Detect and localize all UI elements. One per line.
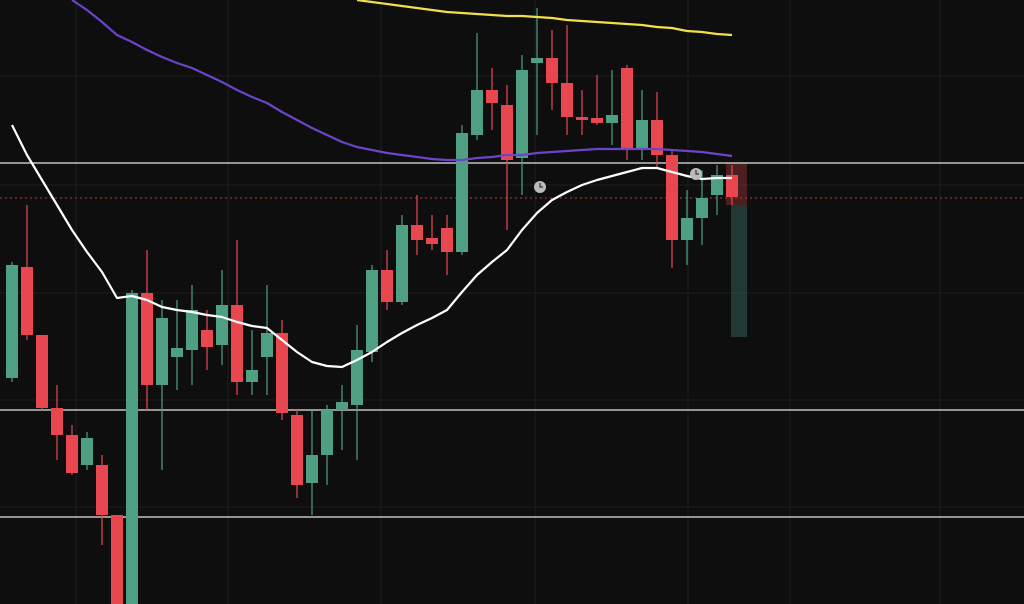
candle-body — [441, 228, 453, 252]
candle-body — [381, 270, 393, 302]
moving-average-line — [11, 124, 732, 369]
candle-body — [111, 515, 123, 604]
candle-body — [351, 350, 363, 405]
candle-body — [126, 293, 138, 604]
candle-body — [66, 435, 78, 473]
candle-body — [171, 348, 183, 357]
candle-body — [81, 438, 93, 465]
candle-body — [201, 330, 213, 347]
candle-body — [486, 90, 498, 103]
candle-body — [546, 58, 558, 83]
candle-body — [411, 225, 423, 240]
candle-body — [696, 198, 708, 218]
candle-body — [516, 70, 528, 158]
candle-body — [396, 225, 408, 302]
candle-body — [306, 455, 318, 483]
position-target-zone — [731, 205, 747, 337]
candle-body — [471, 90, 483, 135]
candle-body — [96, 465, 108, 515]
candle-body — [501, 105, 513, 160]
candle-body — [531, 58, 543, 63]
candle-body — [36, 335, 48, 408]
candle-body — [606, 115, 618, 123]
candle-body — [291, 415, 303, 485]
alert-icon — [690, 168, 702, 180]
candle-body — [21, 267, 33, 335]
candle-body — [366, 270, 378, 352]
candle-body — [636, 120, 648, 148]
candle-body — [576, 117, 588, 120]
candle-body — [561, 83, 573, 117]
candle-body — [141, 293, 153, 385]
candle-body — [156, 318, 168, 385]
candle-body — [261, 333, 273, 357]
candle-body — [681, 218, 693, 240]
candle-body — [246, 370, 258, 382]
candle-body — [426, 238, 438, 244]
candle-body — [231, 305, 243, 382]
candle-body — [456, 133, 468, 252]
candle-body — [6, 265, 18, 378]
candle-body — [276, 333, 288, 413]
candle-body — [666, 155, 678, 240]
candle-body — [51, 408, 63, 435]
candle-body — [186, 310, 198, 350]
moving-average-line — [356, 0, 733, 37]
alert-icon — [534, 181, 546, 193]
candle-body — [651, 120, 663, 155]
candle-body — [621, 68, 633, 148]
candle-body — [216, 305, 228, 345]
moving-average-line — [71, 0, 733, 162]
candle-body — [726, 175, 738, 197]
candle-body — [711, 175, 723, 195]
candle-body — [321, 410, 333, 455]
candle-body — [336, 402, 348, 410]
candle-body — [591, 118, 603, 123]
